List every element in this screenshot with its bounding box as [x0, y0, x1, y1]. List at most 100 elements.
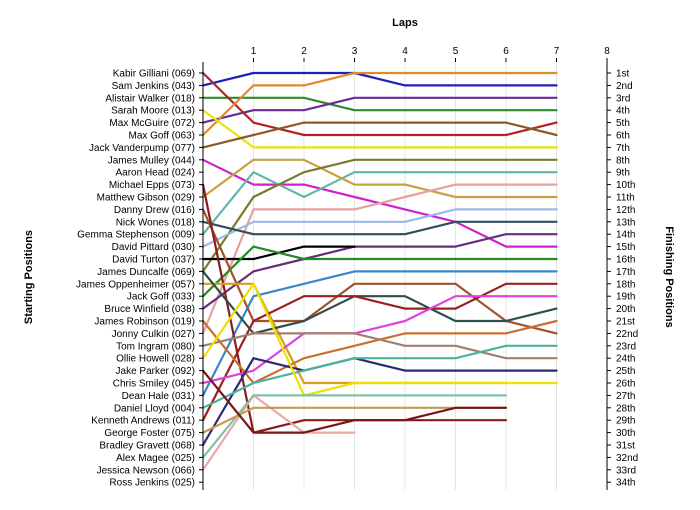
start-position-label: Gemma Stephenson (009): [77, 230, 195, 241]
series-line-31: [201, 394, 508, 459]
series-line-19: [201, 208, 558, 335]
finish-position-label: 12th: [616, 205, 635, 216]
series-line-33: [201, 369, 508, 434]
finish-position-label: 17th: [616, 267, 635, 278]
start-position-label: Kenneth Andrews (011): [91, 416, 195, 427]
finish-position-label: 15th: [616, 242, 635, 253]
start-position-label: Ross Jenkins (025): [109, 478, 195, 489]
finish-position-label: 1st: [616, 69, 630, 80]
finish-position-label: 18th: [616, 279, 635, 290]
finish-position-label: 23rd: [616, 341, 636, 352]
start-position-label: Max Goff (063): [128, 131, 195, 142]
series-line-26: [201, 332, 558, 360]
start-position-label: Jessica Newson (066): [97, 465, 195, 476]
start-position-label: James Duncalfe (069): [97, 267, 195, 278]
series-line-25: [201, 319, 558, 385]
series-line-2: [201, 96, 558, 112]
x-tick-label: 4: [402, 46, 408, 57]
starting-position-labels: Kabir Gilliani (069)Sam Jenkins (043)Ali…: [76, 69, 203, 489]
series-line-1: [201, 71, 558, 87]
finish-position-label: 3rd: [616, 93, 630, 104]
x-axis-ticks: 1 2 3 4 5 6 7 8: [251, 46, 610, 62]
series-line-13: [201, 208, 558, 248]
finish-position-label: 16th: [616, 255, 635, 266]
x-axis-title: Laps: [392, 17, 418, 29]
series-line-4: [201, 71, 558, 137]
x-tick-label: 2: [301, 46, 307, 57]
series-line-12: [201, 158, 558, 273]
finish-position-label: 2nd: [616, 81, 633, 92]
finish-position-label: 34th: [616, 478, 635, 489]
series-line-3: [201, 96, 558, 124]
finish-position-label: 5th: [616, 118, 630, 129]
y-axis-title-right: Finishing Positions: [663, 226, 675, 327]
start-position-label: Matthew Gibson (029): [97, 193, 195, 204]
start-position-label: Daniel Lloyd (004): [114, 403, 195, 414]
start-position-label: Jack Goff (033): [127, 292, 195, 303]
series-line-29: [201, 282, 558, 397]
finish-position-label: 30th: [616, 428, 635, 439]
series-line-5: [201, 71, 558, 137]
x-tick-label: 1: [251, 46, 257, 57]
finish-position-label: 20th: [616, 304, 635, 315]
start-position-label: Dean Hale (031): [122, 391, 195, 402]
start-position-label: Jack Vanderpump (077): [89, 143, 195, 154]
x-tick-label: 6: [503, 46, 509, 57]
start-position-label: David Turton (037): [112, 255, 195, 266]
series-line-14: [201, 220, 558, 236]
start-position-label: James Mulley (044): [108, 155, 195, 166]
finish-position-label: 24th: [616, 354, 635, 365]
series-line-27: [201, 357, 558, 447]
finish-position-label: 31st: [616, 441, 635, 452]
start-position-label: Jake Parker (092): [116, 366, 195, 377]
series-line-17: [201, 245, 558, 298]
finish-position-label: 32nd: [616, 453, 638, 464]
finish-position-label: 26th: [616, 379, 635, 390]
series-line-28: [201, 344, 558, 409]
finish-position-label: 27th: [616, 391, 635, 402]
finish-position-label: 22nd: [616, 329, 638, 340]
series-line-23: [201, 282, 558, 422]
start-position-label: Tom Ingram (080): [116, 341, 195, 352]
grid: [253, 62, 557, 490]
start-position-label: Ollie Howell (028): [116, 354, 195, 365]
start-position-label: James Oppenheimer (057): [76, 279, 195, 290]
finish-position-label: 10th: [616, 180, 635, 191]
series-lines: [201, 71, 558, 471]
finish-position-label: 29th: [616, 416, 635, 427]
finish-position-label: 19th: [616, 292, 635, 303]
x-tick-label: 8: [604, 46, 610, 57]
x-tick-label: 5: [453, 46, 459, 57]
finish-position-label: 33rd: [616, 465, 636, 476]
finish-position-label: 6th: [616, 131, 630, 142]
series-line-11: [201, 183, 558, 335]
finish-position-label: 4th: [616, 106, 630, 117]
start-position-label: Kabir Gilliani (069): [113, 69, 195, 80]
series-line-9: [201, 171, 558, 236]
start-position-label: Sarah Moore (013): [111, 106, 195, 117]
start-position-label: David Pittard (030): [112, 242, 195, 253]
start-position-label: Jonny Culkin (027): [112, 329, 195, 340]
start-position-label: Michael Epps (073): [109, 180, 195, 191]
series-line-15: [201, 233, 558, 310]
start-position-label: Nick Wones (018): [116, 217, 195, 228]
start-position-label: George Foster (075): [104, 428, 195, 439]
finish-position-label: 21st: [616, 317, 635, 328]
start-position-label: Chris Smiley (045): [113, 379, 195, 390]
x-tick-label: 7: [554, 46, 560, 57]
series-line-22: [201, 270, 558, 335]
series-line-30: [201, 394, 356, 471]
series-line-7: [201, 121, 558, 149]
start-position-label: James Robinson (019): [94, 317, 195, 328]
x-tick-label: 3: [352, 46, 358, 57]
start-position-label: Sam Jenkins (043): [112, 81, 195, 92]
start-position-label: Alex Magee (025): [116, 453, 195, 464]
y-axis-title-left: Starting Positions: [23, 230, 35, 324]
series-line-6: [201, 109, 558, 149]
finish-position-label: 8th: [616, 155, 630, 166]
start-position-label: Bruce Winfield (038): [104, 304, 195, 315]
start-position-label: Aaron Head (024): [116, 168, 196, 179]
finish-position-label: 11th: [616, 193, 635, 204]
start-position-label: Bradley Gravett (068): [99, 441, 195, 452]
